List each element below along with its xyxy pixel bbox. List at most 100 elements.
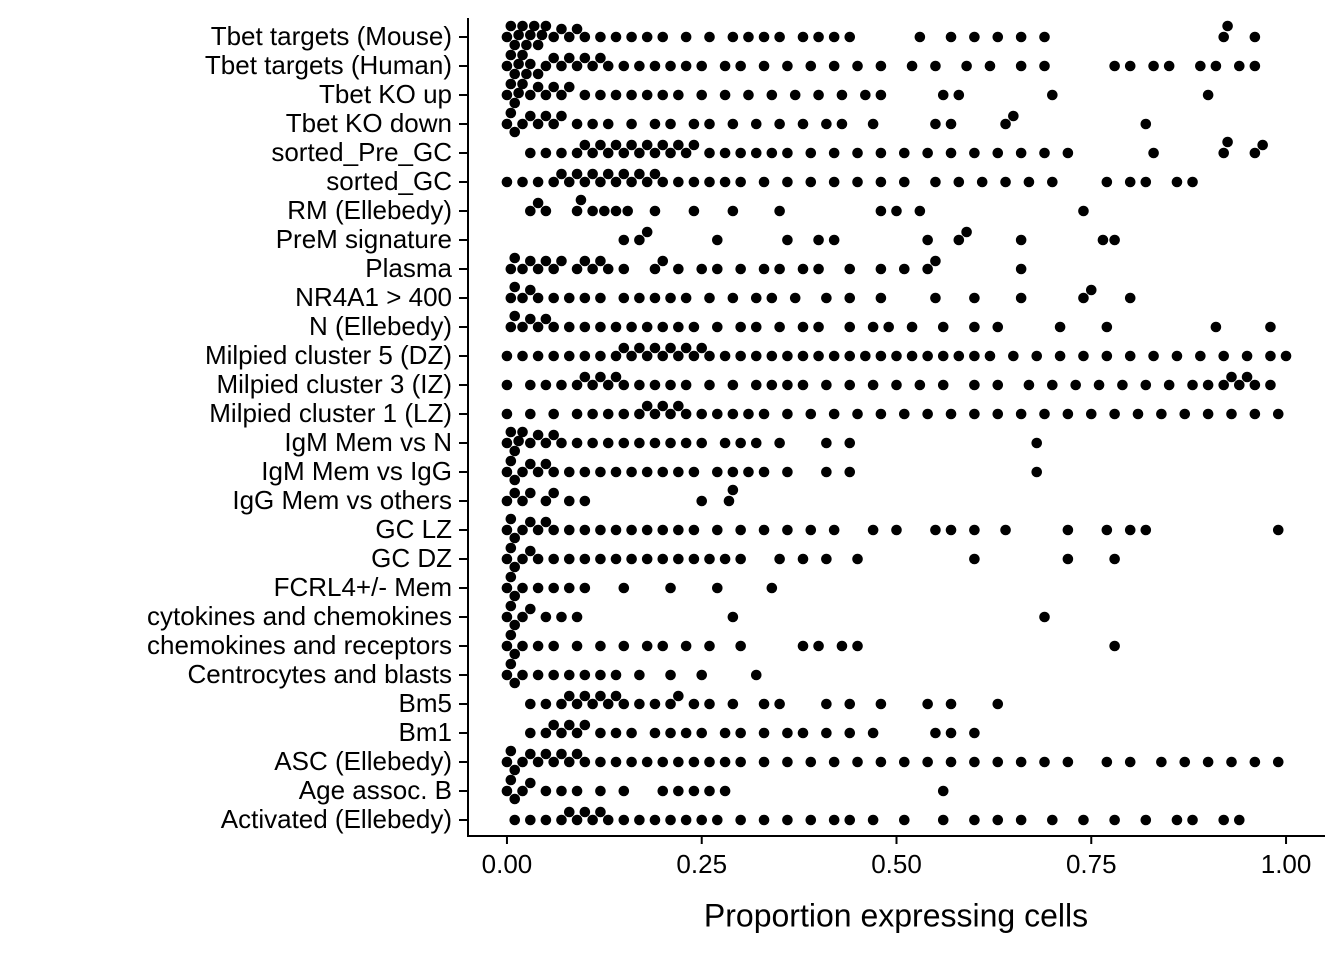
dot: [571, 727, 583, 739]
dot: [626, 31, 637, 43]
dot: [1218, 147, 1230, 159]
dot: [505, 542, 517, 554]
dot: [505, 658, 517, 670]
dot: [525, 748, 536, 760]
dot: [563, 553, 575, 565]
dot: [501, 524, 513, 536]
dot: [735, 756, 746, 768]
dot: [719, 350, 731, 362]
dot: [852, 147, 863, 159]
y-tick-label: Tbet KO down: [286, 108, 452, 138]
dot: [525, 516, 536, 528]
dot: [828, 524, 840, 536]
dot: [1101, 524, 1113, 536]
dot: [548, 429, 559, 441]
dot: [563, 31, 575, 43]
dot: [969, 292, 980, 304]
dot: [852, 408, 863, 420]
dot: [797, 118, 809, 130]
dot: [579, 350, 591, 362]
dot: [914, 379, 926, 391]
dot: [595, 176, 606, 188]
dot: [1202, 89, 1214, 101]
dot: [813, 640, 824, 652]
dot: [626, 89, 637, 101]
dot: [1015, 814, 1027, 826]
dot: [735, 640, 746, 652]
dot: [618, 147, 630, 159]
dot: [1015, 408, 1027, 420]
dot: [797, 350, 809, 362]
dot: [657, 466, 669, 478]
dot: [548, 350, 559, 362]
dot: [610, 139, 622, 151]
dot: [595, 553, 606, 565]
dot: [673, 524, 684, 536]
dot: [517, 756, 528, 768]
dot: [618, 582, 630, 594]
dot: [774, 263, 785, 275]
dot: [704, 147, 715, 159]
dot: [805, 60, 817, 72]
dot: [579, 719, 591, 731]
dot: [688, 139, 700, 151]
dot: [571, 640, 583, 652]
dot: [797, 727, 809, 739]
dot: [513, 435, 524, 447]
dot: [891, 350, 902, 362]
dot: [595, 255, 606, 267]
dot: [867, 727, 879, 739]
dot: [579, 466, 591, 478]
dot: [696, 60, 708, 72]
dot: [540, 89, 552, 101]
y-tick-label: sorted_Pre_GC: [271, 137, 452, 167]
dot: [735, 350, 746, 362]
dot: [1249, 60, 1261, 72]
dot: [805, 756, 817, 768]
dot: [696, 89, 708, 101]
dot: [657, 350, 669, 362]
dot: [1249, 147, 1261, 159]
dot: [532, 350, 544, 362]
dot: [782, 234, 793, 246]
dot: [517, 611, 528, 623]
dot: [505, 774, 517, 786]
dot: [1226, 756, 1237, 768]
dot: [579, 371, 591, 383]
dot: [945, 31, 957, 43]
dot: [649, 60, 661, 72]
dot: [976, 176, 988, 188]
dot: [517, 350, 528, 362]
dot: [532, 669, 544, 681]
dot: [836, 118, 848, 130]
y-tick-label: Milpied cluster 1 (LZ): [209, 398, 452, 428]
dot: [556, 814, 567, 826]
dot: [599, 205, 610, 217]
dot: [719, 147, 731, 159]
dot: [517, 118, 528, 130]
dot: [758, 727, 770, 739]
dot: [906, 60, 918, 72]
dot: [532, 321, 544, 333]
dot: [595, 524, 606, 536]
dot: [1265, 350, 1276, 362]
dot: [649, 342, 661, 354]
dot: [587, 698, 598, 710]
dot: [525, 437, 536, 449]
dot: [618, 234, 630, 246]
dot: [844, 31, 856, 43]
dot: [587, 205, 598, 217]
dot: [1171, 814, 1183, 826]
dot: [556, 89, 567, 101]
dot: [540, 437, 552, 449]
dot: [556, 60, 567, 72]
dot: [517, 466, 528, 478]
dot: [891, 379, 902, 391]
y-tick-label: Activated (Ellebedy): [221, 804, 452, 834]
dot: [571, 118, 583, 130]
dot: [891, 205, 902, 217]
dot: [657, 176, 669, 188]
dot: [610, 727, 622, 739]
dot: [743, 408, 754, 420]
dot: [579, 292, 591, 304]
